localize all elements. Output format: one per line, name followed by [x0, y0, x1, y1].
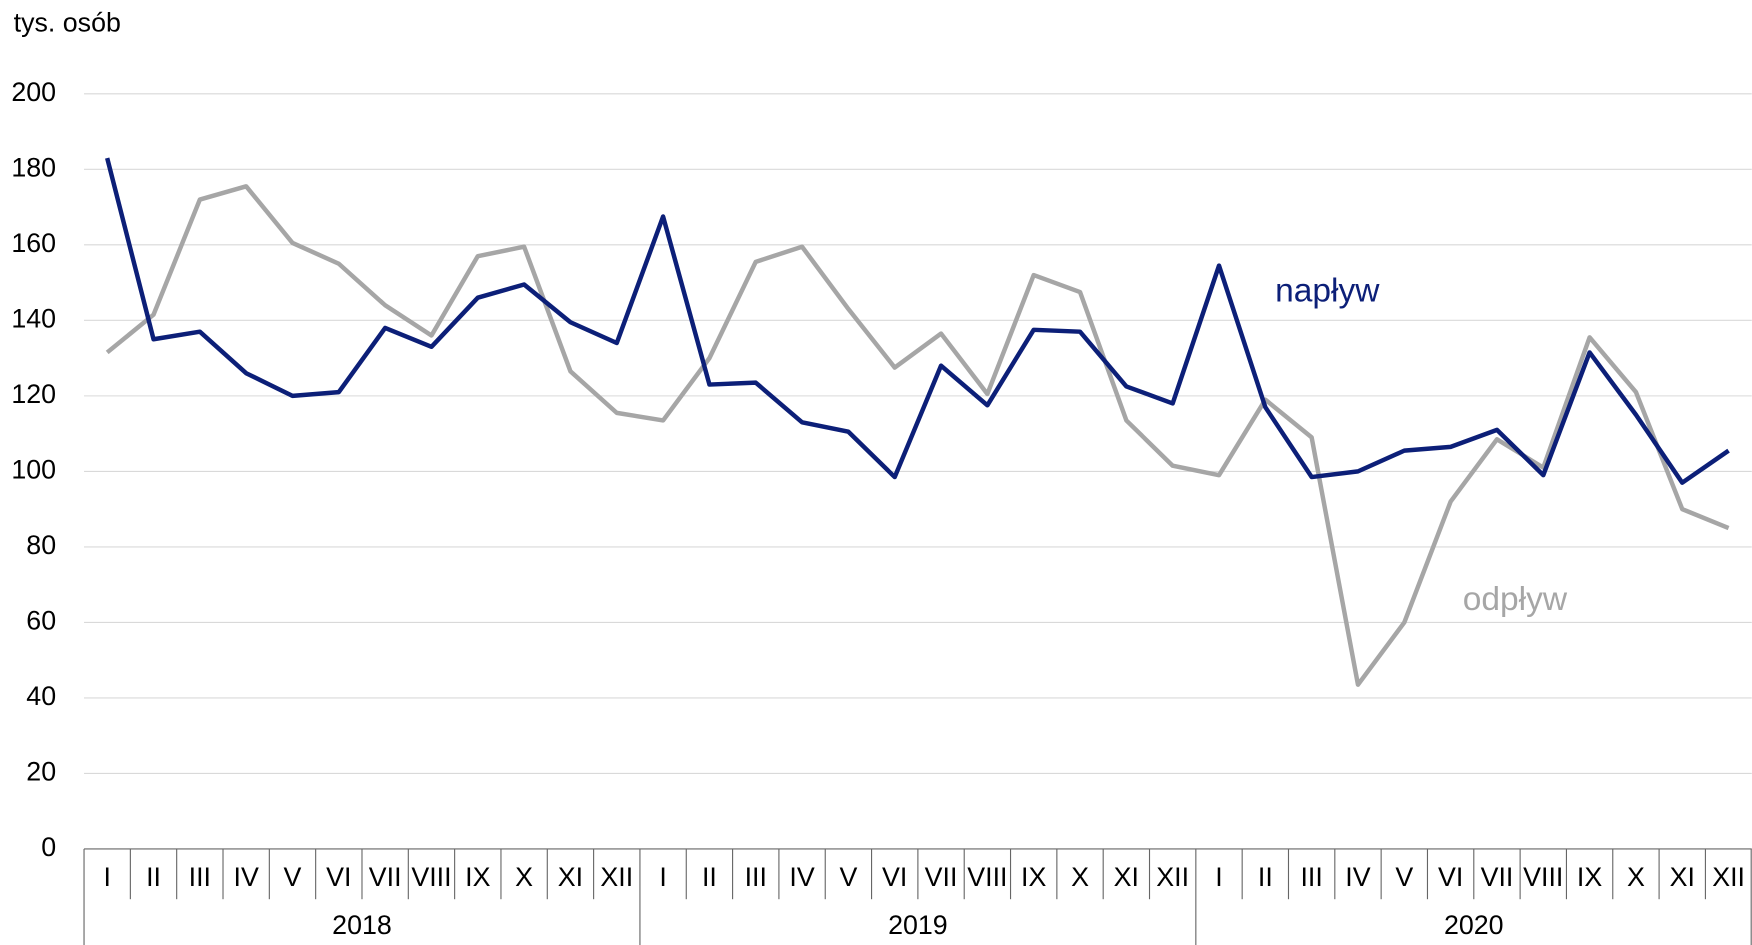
- group-label: 2019: [888, 910, 948, 940]
- x-tick-label: VIII: [967, 862, 1007, 892]
- x-tick-label: IX: [1021, 862, 1046, 892]
- y-tick-label: 60: [26, 605, 56, 635]
- x-tick-label: I: [1215, 862, 1222, 892]
- x-tick-label: VIII: [1523, 862, 1563, 892]
- x-tick-label: IX: [465, 862, 490, 892]
- x-tick-label: VI: [326, 862, 351, 892]
- group-label: 2020: [1444, 910, 1504, 940]
- x-tick-label: IV: [789, 862, 814, 892]
- y-tick-label: 80: [26, 530, 56, 560]
- x-tick-label: XII: [600, 862, 633, 892]
- x-tick-label: III: [189, 862, 211, 892]
- series-label: odpływ: [1463, 581, 1568, 618]
- x-tick-label: X: [1071, 862, 1089, 892]
- x-tick-label: IV: [234, 862, 259, 892]
- y-tick-label: 160: [11, 228, 56, 258]
- x-tick-label: I: [659, 862, 666, 892]
- series-label: napływ: [1275, 273, 1380, 310]
- x-tick-label: VI: [882, 862, 907, 892]
- y-tick-label: 100: [11, 454, 56, 484]
- x-tick-label: IV: [1345, 862, 1370, 892]
- x-tick-label: III: [1300, 862, 1322, 892]
- x-tick-label: XI: [1114, 862, 1139, 892]
- x-tick-label: II: [1258, 862, 1273, 892]
- x-tick-label: VIII: [411, 862, 451, 892]
- series-line: [105, 157, 1730, 485]
- x-tick-label: II: [702, 862, 717, 892]
- x-tick-label: V: [284, 862, 302, 892]
- x-tick-label: III: [745, 862, 767, 892]
- series-line: [105, 184, 1730, 687]
- x-tick-label: VII: [925, 862, 958, 892]
- x-tick-label: XII: [1156, 862, 1189, 892]
- group-label: 2018: [332, 910, 392, 940]
- x-tick-label: IX: [1577, 862, 1602, 892]
- x-tick-label: I: [103, 862, 110, 892]
- y-tick-label: 0: [41, 832, 56, 862]
- y-tick-label: 120: [11, 379, 56, 409]
- y-axis-label: tys. osób: [14, 8, 121, 38]
- y-tick-label: 40: [26, 681, 56, 711]
- x-tick-label: VII: [369, 862, 402, 892]
- x-tick-label: X: [515, 862, 533, 892]
- x-tick-label: II: [146, 862, 161, 892]
- y-tick-label: 180: [11, 152, 56, 182]
- x-tick-label: XI: [558, 862, 583, 892]
- x-tick-label: VI: [1438, 862, 1463, 892]
- y-tick-label: 20: [26, 757, 56, 787]
- x-tick-label: X: [1627, 862, 1645, 892]
- y-tick-label: 140: [11, 303, 56, 333]
- y-tick-label: 200: [11, 77, 56, 107]
- x-tick-label: VII: [1481, 862, 1514, 892]
- x-tick-label: V: [1395, 862, 1413, 892]
- x-tick-label: V: [839, 862, 857, 892]
- x-tick-label: XII: [1712, 862, 1745, 892]
- x-tick-label: XI: [1670, 862, 1695, 892]
